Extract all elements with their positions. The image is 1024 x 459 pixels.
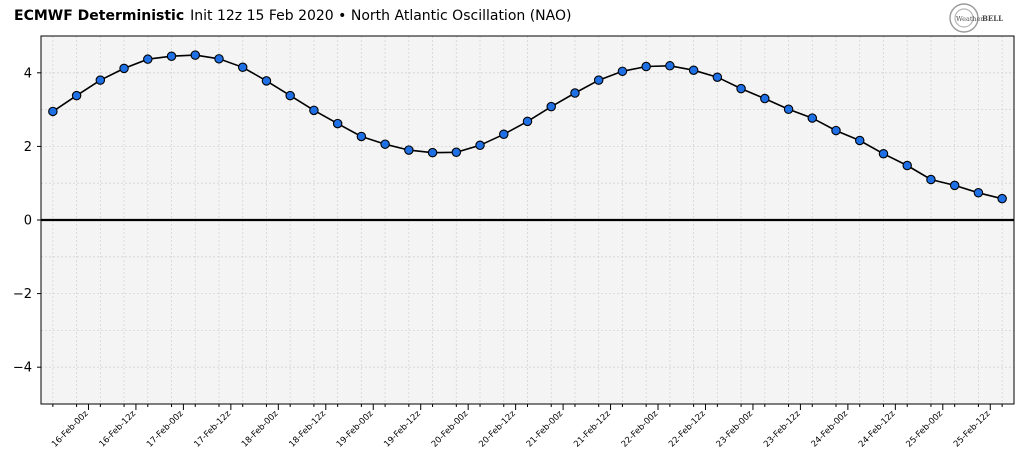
data-point (854, 135, 865, 146)
data-point (237, 62, 248, 73)
x-tick-label: 24-Feb-12z (857, 409, 898, 450)
data-point (261, 76, 272, 86)
title-separator: • (338, 8, 347, 24)
data-point (665, 61, 675, 71)
data-point (522, 116, 533, 127)
axes (37, 35, 1015, 410)
y-tick-label: 2 (24, 140, 32, 155)
init-time: Init 12z 15 Feb 2020 (190, 8, 334, 24)
data-point (878, 149, 889, 159)
y-tick-label: 0 (24, 214, 32, 229)
y-tick-label: 4 (24, 66, 32, 81)
y-tick-label: −2 (13, 287, 32, 302)
y-tick-label: −4 (13, 361, 32, 376)
data-point (712, 72, 723, 82)
data-point (570, 88, 580, 98)
x-tick-label: 20-Feb-00z (430, 409, 471, 450)
x-tick-label: 16-Feb-00z (50, 409, 91, 450)
data-point (48, 106, 58, 117)
data-point (95, 75, 106, 85)
weatherbell-logo: Weather BELL (949, 3, 1003, 33)
x-tick-label: 17-Feb-12z (192, 409, 233, 450)
data-point (190, 50, 201, 60)
x-tick-label: 17-Feb-00z (145, 409, 186, 450)
model-name: ECMWF Deterministic (14, 8, 185, 24)
x-tick-label: 22-Feb-12z (667, 409, 708, 450)
x-tick-label: 20-Feb-12z (477, 409, 518, 450)
data-point (404, 145, 414, 155)
data-point (380, 139, 390, 149)
data-point (71, 90, 82, 101)
data-point (332, 118, 343, 129)
data-point (285, 90, 295, 101)
x-tick-label: 25-Feb-00z (904, 409, 945, 450)
data-point (309, 105, 319, 116)
x-tick-label: 23-Feb-00z (715, 409, 756, 450)
x-tick-label: 16-Feb-12z (98, 409, 139, 450)
data-point (997, 193, 1007, 204)
logo-swirl-outer (949, 3, 979, 33)
x-tick-label: 23-Feb-12z (762, 409, 803, 450)
logo-text-right: BELL (982, 14, 1003, 23)
data-point (807, 113, 818, 123)
data-point (617, 66, 628, 77)
data-point (736, 83, 746, 94)
data-point (427, 147, 438, 158)
data-point (119, 63, 129, 74)
data-point (831, 125, 841, 136)
index-name: North Atlantic Oscillation (NAO) (350, 8, 572, 24)
logo-swirl-inner (954, 8, 974, 28)
x-tick-label: 25-Feb-12z (952, 409, 993, 450)
x-tick-label: 24-Feb-00z (809, 409, 850, 450)
data-point (949, 180, 960, 191)
data-point (546, 101, 556, 112)
data-point (593, 75, 604, 85)
series-nao (48, 50, 1007, 204)
logo-text-left: Weather (956, 15, 985, 23)
data-point (451, 147, 462, 158)
x-tick-label: 19-Feb-00z (335, 409, 376, 450)
x-tick-label: 19-Feb-12z (382, 409, 423, 450)
x-tick-label: 21-Feb-12z (572, 409, 613, 450)
data-point (783, 104, 794, 114)
data-point (973, 188, 984, 198)
x-tick-label: 18-Feb-00z (240, 409, 281, 450)
data-point (641, 61, 651, 72)
x-tick-label: 18-Feb-12z (287, 409, 328, 450)
data-point (475, 140, 485, 151)
data-point (166, 51, 177, 61)
chart-title: ECMWF Deterministic Init 12z 15 Feb 2020 … (14, 8, 571, 24)
data-point (688, 65, 699, 75)
x-tick-label: 22-Feb-00z (620, 409, 661, 450)
data-point (143, 54, 153, 64)
data-point (356, 131, 367, 142)
x-tick-label: 21-Feb-00z (525, 409, 566, 450)
data-point (760, 93, 770, 104)
data-point (214, 54, 224, 64)
data-point (902, 160, 912, 171)
data-point (926, 174, 936, 185)
data-point (499, 129, 509, 140)
